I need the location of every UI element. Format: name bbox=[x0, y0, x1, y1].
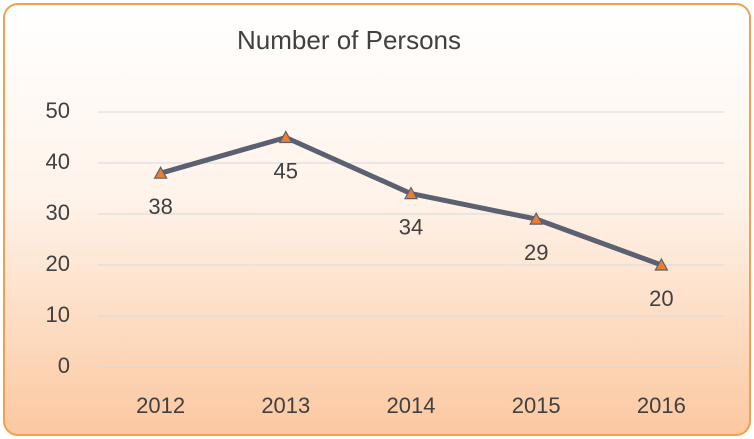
x-tick-label: 2013 bbox=[261, 393, 310, 418]
x-tick-label: 2014 bbox=[387, 393, 436, 418]
marker bbox=[403, 186, 419, 200]
x-tick-label: 2015 bbox=[512, 393, 561, 418]
y-tick-label: 50 bbox=[46, 98, 70, 123]
marker bbox=[153, 165, 168, 179]
y-tick-label: 40 bbox=[46, 149, 70, 174]
y-tick-label: 20 bbox=[46, 251, 70, 276]
data-label: 29 bbox=[524, 240, 548, 265]
data-label: 38 bbox=[148, 194, 172, 219]
marker bbox=[529, 211, 544, 225]
y-tick-label: 10 bbox=[46, 302, 70, 327]
marker bbox=[654, 257, 669, 271]
y-tick-label: 30 bbox=[46, 200, 70, 225]
x-tick-label: 2012 bbox=[136, 393, 185, 418]
marker bbox=[278, 130, 293, 144]
y-tick-label: 0 bbox=[58, 353, 70, 378]
data-label: 20 bbox=[649, 286, 673, 311]
x-tick-label: 2016 bbox=[637, 393, 686, 418]
data-label: 45 bbox=[274, 158, 298, 183]
data-label: 34 bbox=[399, 214, 423, 239]
chart-title: Number of Persons bbox=[237, 25, 461, 55]
chart-frame bbox=[3, 3, 751, 436]
